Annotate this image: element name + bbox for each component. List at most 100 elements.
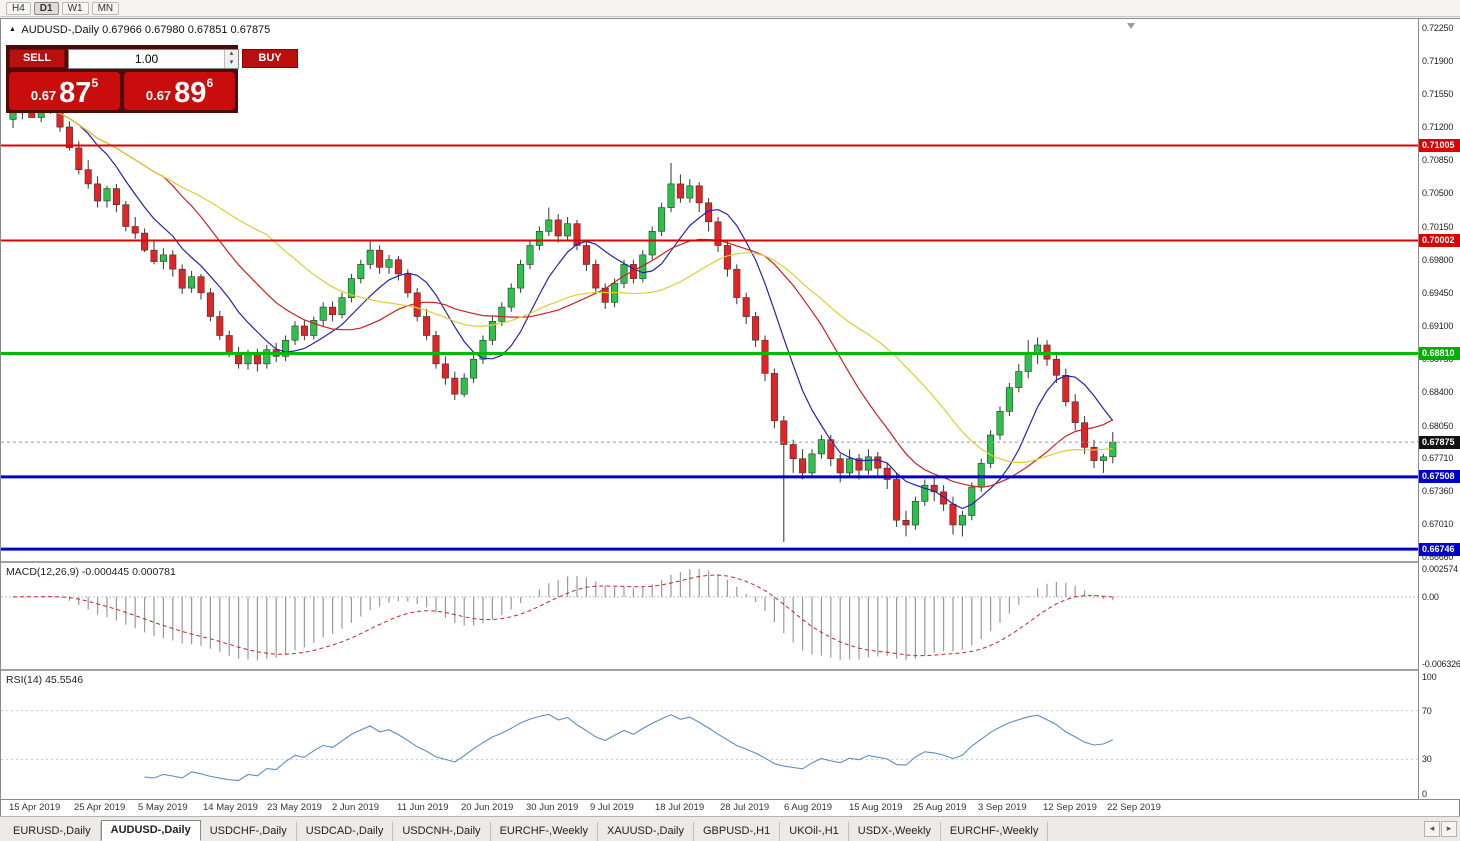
- date-axis-label: 25 Apr 2019: [74, 802, 126, 813]
- tab-usdx-weekly[interactable]: USDX-,Weekly: [849, 822, 941, 841]
- tab-scroll-left-icon[interactable]: ◂: [1424, 821, 1440, 837]
- date-axis-label: 20 Jun 2019: [461, 802, 514, 813]
- rsi-axis-label: 0: [1422, 789, 1427, 799]
- sell-price-prefix: 0.67: [30, 88, 57, 103]
- volume-decrease-icon[interactable]: ▾: [225, 58, 238, 68]
- chart-symbol-label: AUDUSD-,Daily: [21, 24, 100, 36]
- date-axis-label: 15 Aug 2019: [849, 802, 903, 813]
- date-axis-label: 30 Jun 2019: [526, 802, 579, 813]
- price-axis-badge: 0.66746: [1419, 543, 1460, 556]
- date-axis-label: 18 Jul 2019: [655, 802, 705, 813]
- rsi-axis-label: 30: [1422, 754, 1432, 764]
- date-axis-label: 3 Sep 2019: [978, 802, 1027, 813]
- price-axis-label: 0.71200: [1422, 122, 1454, 132]
- macd-axis-label: 0.00: [1422, 592, 1439, 602]
- tab-usdchf-daily[interactable]: USDCHF-,Daily: [201, 822, 297, 841]
- chart-window-icon: ▲: [9, 26, 16, 33]
- buy-price-button[interactable]: 0.67 89 6: [124, 72, 235, 110]
- tab-scrollers: ◂ ▸: [1424, 821, 1457, 837]
- volume-input[interactable]: [69, 49, 224, 68]
- date-axis-label: 6 Aug 2019: [784, 802, 833, 813]
- price-axis-label: 0.69450: [1422, 288, 1454, 298]
- tab-scroll-right-icon[interactable]: ▸: [1441, 821, 1457, 837]
- date-axis-label: 23 May 2019: [267, 802, 322, 813]
- date-axis-label: 2 Jun 2019: [332, 802, 380, 813]
- tab-usdcad-daily[interactable]: USDCAD-,Daily: [297, 822, 394, 841]
- sell-price-button[interactable]: 0.67 87 5: [9, 72, 120, 110]
- price-axis-badge: 0.68810: [1419, 347, 1460, 360]
- rsi-axis-label: 100: [1422, 672, 1437, 682]
- price-axis-label: 0.68400: [1422, 387, 1454, 397]
- price-axis[interactable]: 0.72250 0.71900 0.71550 0.71200 0.70850 0.705…: [1418, 19, 1460, 799]
- timeframe-mn-button[interactable]: MN: [91, 1, 120, 15]
- date-axis-label: 15 Apr 2019: [9, 802, 61, 813]
- chart-ohlc-label: 0.67966 0.67980 0.67851 0.67875: [102, 24, 271, 36]
- date-axis-label: 28 Jul 2019: [720, 802, 770, 813]
- volume-spinner: ▴ ▾: [224, 49, 238, 68]
- tab-audusd-daily[interactable]: AUDUSD-,Daily: [100, 820, 201, 841]
- date-axis-label: 11 Jun 2019: [397, 802, 449, 813]
- tab-ukoil-h1[interactable]: UKOil-,H1: [780, 822, 849, 841]
- macd-label: MACD(12,26,9) -0.000445 0.000781: [6, 566, 176, 578]
- tab-xauusd-daily[interactable]: XAUUSD-,Daily: [598, 822, 694, 841]
- macd-axis-label: 0.002574: [1422, 564, 1458, 574]
- date-axis-label: 25 Aug 2019: [913, 802, 967, 813]
- price-axis-label: 0.72250: [1422, 23, 1454, 33]
- macd-axis-label: -0.006326: [1422, 659, 1460, 669]
- timeframe-d1-button[interactable]: D1: [33, 1, 59, 15]
- sell-button[interactable]: SELL: [9, 49, 65, 68]
- rsi-label: RSI(14) 45.5546: [6, 674, 84, 686]
- pane-splitter-rsi[interactable]: [1, 669, 1459, 671]
- tab-eurusd-daily[interactable]: EURUSD-,Daily: [4, 822, 101, 841]
- candlestick-chart[interactable]: [1, 19, 1418, 561]
- time-axis-separator: [1, 799, 1459, 800]
- sell-price-big-digits: 87: [59, 77, 92, 110]
- timeframe-w1-button[interactable]: W1: [61, 1, 89, 15]
- price-axis-badge: 0.67875: [1419, 436, 1460, 449]
- price-axis-badge: 0.71005: [1419, 139, 1460, 152]
- main-chart-pane[interactable]: ▲ AUDUSD-,Daily 0.67966 0.67980 0.67851 …: [1, 19, 1418, 561]
- date-axis-label: 5 May 2019: [138, 802, 188, 813]
- chart-title: ▲ AUDUSD-,Daily 0.67966 0.67980 0.67851 …: [9, 24, 270, 36]
- timeframe-toolbar: H4 D1 W1 MN: [0, 0, 1460, 17]
- chart-shift-marker-icon: [1127, 23, 1135, 29]
- tab-gbpusd-h1[interactable]: GBPUSD-,H1: [694, 822, 781, 841]
- volume-increase-icon[interactable]: ▴: [225, 49, 238, 59]
- rsi-indicator-pane[interactable]: RSI(14) 45.5546: [1, 671, 1418, 799]
- rsi-axis-label: 70: [1422, 706, 1432, 716]
- tab-usdcnh-daily[interactable]: USDCNH-,Daily: [393, 822, 491, 841]
- chart-window: ▲ AUDUSD-,Daily 0.67966 0.67980 0.67851 …: [0, 18, 1460, 817]
- pane-splitter-macd[interactable]: [1, 561, 1459, 563]
- price-axis-label: 0.71900: [1422, 56, 1454, 66]
- tab-eurchf-weekly[interactable]: EURCHF-,Weekly: [491, 822, 598, 841]
- macd-chart[interactable]: [1, 563, 1418, 669]
- price-axis-badge: 0.70002: [1419, 234, 1460, 247]
- date-axis-label: 14 May 2019: [203, 802, 258, 813]
- price-axis-badge: 0.67508: [1419, 470, 1460, 483]
- macd-indicator-pane[interactable]: MACD(12,26,9) -0.000445 0.000781: [1, 563, 1418, 669]
- price-axis-label: 0.69100: [1422, 321, 1454, 331]
- volume-input-group: ▴ ▾: [68, 48, 239, 69]
- buy-price-big-digits: 89: [174, 77, 207, 110]
- buy-price-prefix: 0.67: [145, 88, 172, 103]
- tab-eurchf-weekly-2[interactable]: EURCHF-,Weekly: [941, 822, 1049, 841]
- buy-price-pipette: 6: [206, 76, 214, 90]
- price-axis-label: 0.69800: [1422, 255, 1454, 265]
- price-axis-label: 0.71550: [1422, 89, 1454, 99]
- chart-tab-bar: EURUSD-,Daily AUDUSD-,Daily USDCHF-,Dail…: [0, 816, 1460, 841]
- price-axis-label: 0.66660: [1422, 552, 1454, 562]
- price-axis-label: 0.70850: [1422, 155, 1454, 165]
- price-axis-label: 0.70150: [1422, 222, 1454, 232]
- price-axis-label: 0.67360: [1422, 486, 1454, 496]
- timeframe-h4-button[interactable]: H4: [6, 1, 31, 15]
- price-axis-label: 0.70500: [1422, 188, 1454, 198]
- sell-price-pipette: 5: [91, 76, 99, 90]
- price-axis-label: 0.67710: [1422, 453, 1454, 463]
- date-axis-label: 22 Sep 2019: [1107, 802, 1161, 813]
- rsi-chart[interactable]: [1, 671, 1418, 799]
- price-axis-label: 0.68050: [1422, 421, 1454, 431]
- buy-button[interactable]: BUY: [242, 49, 298, 68]
- time-axis[interactable]: 15 Apr 2019 25 Apr 2019 5 May 2019 14 May 2…: [1, 800, 1459, 816]
- date-axis-label: 12 Sep 2019: [1043, 802, 1097, 813]
